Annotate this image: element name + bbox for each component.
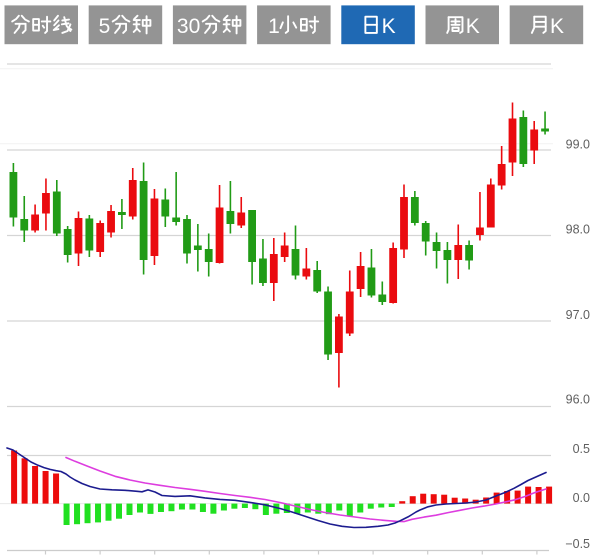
svg-text:0.0: 0.0	[573, 491, 590, 505]
svg-text:5: 5	[99, 15, 111, 38]
svg-text:K: K	[550, 15, 564, 38]
svg-text:K: K	[382, 15, 396, 38]
svg-text:96.0: 96.0	[566, 393, 590, 407]
svg-text:1: 1	[268, 15, 280, 38]
svg-text:30: 30	[177, 15, 200, 38]
svg-text:98.0: 98.0	[566, 223, 590, 237]
svg-text:K: K	[466, 15, 480, 38]
svg-text:97.0: 97.0	[566, 308, 590, 322]
svg-text:0.5: 0.5	[573, 442, 590, 456]
svg-text:−0.5: −0.5	[565, 537, 590, 551]
svg-text:99.0: 99.0	[566, 138, 590, 152]
